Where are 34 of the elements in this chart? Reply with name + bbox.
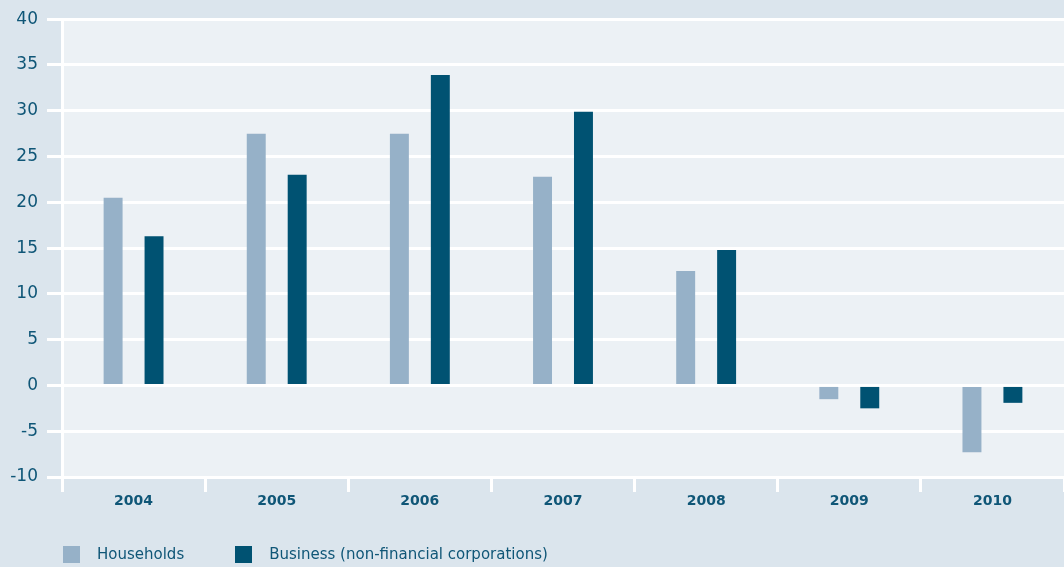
bar — [246, 133, 266, 384]
bar — [717, 249, 737, 384]
legend-label: Business (non-financial corporations) — [269, 545, 548, 563]
x-tick-label: 2005 — [257, 492, 297, 509]
bar — [962, 386, 982, 453]
x-tick-label: 2004 — [114, 492, 154, 509]
bar — [103, 197, 123, 384]
y-tick-label: 25 — [16, 144, 38, 165]
y-tick-label: 5 — [27, 328, 38, 349]
bar — [573, 111, 593, 384]
y-tick-label: -10 — [10, 465, 38, 486]
y-tick-label: 0 — [27, 373, 38, 394]
x-tick-label: 2010 — [972, 492, 1013, 509]
y-tick-label: 10 — [16, 282, 38, 303]
x-tick-label: 2006 — [400, 492, 440, 509]
x-tick-label: 2009 — [829, 492, 869, 509]
bar — [860, 386, 880, 409]
y-tick-label: 35 — [16, 53, 38, 74]
y-tick-label: 40 — [16, 7, 38, 28]
bar — [1003, 386, 1023, 403]
bar — [533, 176, 553, 384]
y-tick-label: 30 — [16, 99, 38, 120]
bar — [430, 75, 450, 384]
y-tick-label: 15 — [16, 236, 38, 257]
bar — [144, 236, 164, 384]
y-tick-label: -5 — [21, 419, 38, 440]
x-tick-label: 2008 — [686, 492, 726, 509]
bar — [819, 386, 839, 400]
bar — [389, 133, 409, 384]
x-tick-label: 2007 — [543, 492, 583, 509]
legend-label: Households — [97, 545, 185, 563]
bar — [287, 174, 307, 384]
bar — [676, 270, 696, 384]
y-tick-label: 20 — [16, 190, 38, 211]
